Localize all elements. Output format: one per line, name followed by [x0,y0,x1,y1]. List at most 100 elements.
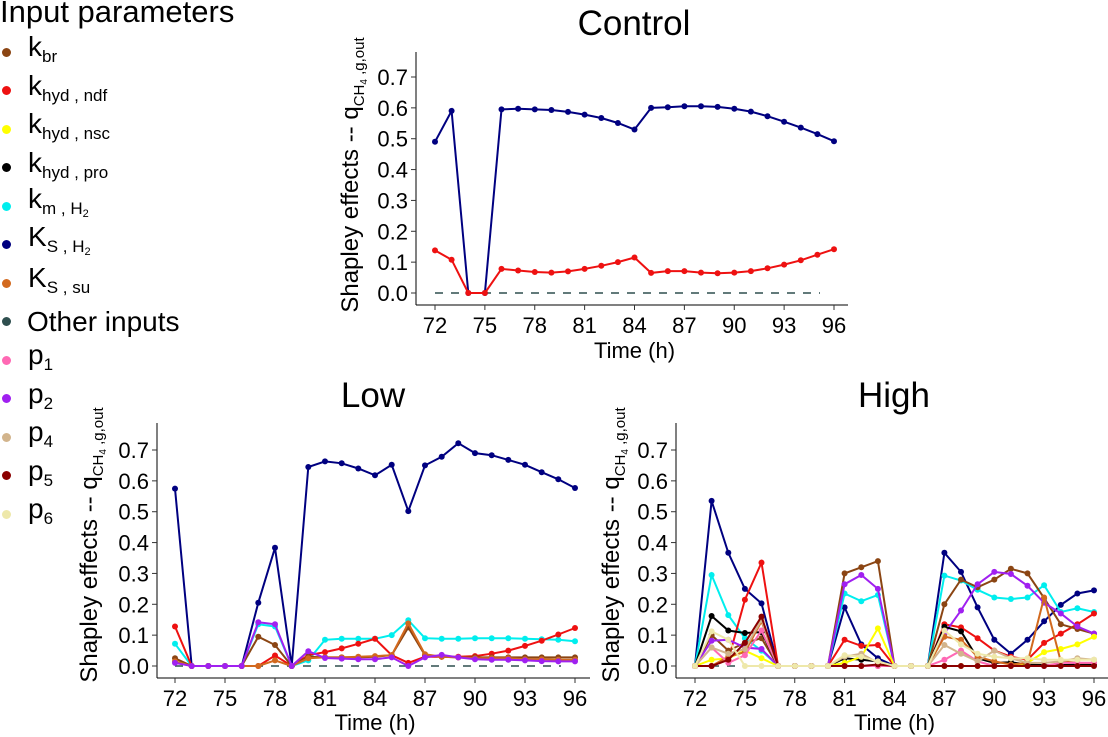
data-point [1074,663,1081,669]
data-point [555,658,562,665]
legend-label: kbr [28,31,58,67]
x-tick-label: 75 [473,313,497,338]
data-point [432,138,438,145]
data-point [841,570,848,577]
data-point [614,120,621,126]
legend-dot-icon [2,278,11,288]
data-point [681,103,688,110]
data-point [472,656,478,663]
data-point [1091,610,1097,617]
data-point [1007,596,1014,602]
data-point [172,623,178,630]
data-point [438,453,445,460]
data-point [791,663,798,669]
data-point [488,635,495,642]
data-point [1024,655,1031,662]
y-tick-label: 0.6 [118,469,149,494]
data-point [908,663,915,669]
data-point [422,462,428,469]
chart-panel-high: High 0.0 0.1 0.2 0.3 0.4 0.5 0.6 0.7 72 75 78 81 84 87… [598,376,1108,735]
data-point [455,654,462,661]
x-axis-label: Time (h) [854,710,935,735]
data-point [758,663,765,669]
data-point [974,663,981,669]
data-point [1024,594,1031,601]
y-tick-label: 0.6 [637,469,668,494]
y-tick-label: 0.7 [637,438,668,463]
data-point [538,658,545,665]
data-point [598,262,605,269]
legend-dot-icon [2,124,11,134]
data-point [1041,656,1048,663]
legend-label: p6 [28,493,54,529]
data-point [858,572,865,578]
x-tick-label: 81 [572,313,596,338]
data-point [958,636,964,643]
data-point [272,657,278,664]
data-point [272,621,278,628]
data-point [648,269,655,276]
data-point [1041,582,1048,589]
data-point [941,549,948,556]
legend-dot-icon [2,317,11,326]
data-point [741,630,748,636]
data-point [555,631,562,638]
series-line [434,105,835,294]
data-point [432,247,438,254]
data-point [708,613,715,619]
data-point [698,103,704,110]
data-point [814,251,821,258]
data-point [958,628,964,635]
data-point [841,604,848,611]
x-axis-label: Time (h) [594,338,675,363]
x-tick-label: 87 [932,686,956,711]
y-tick-label: 0.5 [637,500,668,525]
data-point [858,642,865,649]
data-point [538,637,545,644]
data-point [741,639,748,646]
data-point [741,646,748,652]
data-point [531,106,538,113]
data-point [775,663,782,669]
x-tick-label: 87 [672,313,696,338]
x-tick-label: 75 [733,686,757,711]
x-tick-label: 90 [722,313,746,338]
data-point [1057,656,1064,663]
series-k-br [692,558,1097,669]
y-tick-label: 0.5 [377,127,408,152]
data-point [322,636,328,643]
data-point [924,663,931,669]
data-point [841,581,848,588]
data-point [555,476,562,483]
data-point [991,658,998,665]
x-tick-label: 72 [683,686,707,711]
x-tick-label: 96 [563,686,587,711]
data-point [974,604,981,611]
data-point [1007,663,1014,669]
data-point [708,637,715,644]
data-point [505,635,512,642]
data-point [322,649,328,656]
data-point [1091,656,1097,663]
series-k-br [172,624,578,669]
legend-label: KS , H2 [28,221,91,259]
data-point [1041,639,1048,646]
data-point [941,627,948,634]
x-tick-label: 84 [882,686,906,711]
y-tick-label: 0.0 [377,281,408,306]
data-point [405,508,412,515]
legend-label: p1 [28,339,54,375]
data-point [874,658,881,665]
x-tick-label: 72 [163,686,187,711]
y-tick-label: 0.4 [118,531,149,556]
data-point [172,485,178,492]
data-point [1041,594,1048,601]
series-p2 [172,619,578,669]
data-point [725,627,732,634]
data-point [974,635,981,642]
x-tick-label: 90 [463,686,487,711]
y-tick-label: 0.0 [118,654,149,679]
data-point [958,568,964,575]
data-point [338,460,345,467]
